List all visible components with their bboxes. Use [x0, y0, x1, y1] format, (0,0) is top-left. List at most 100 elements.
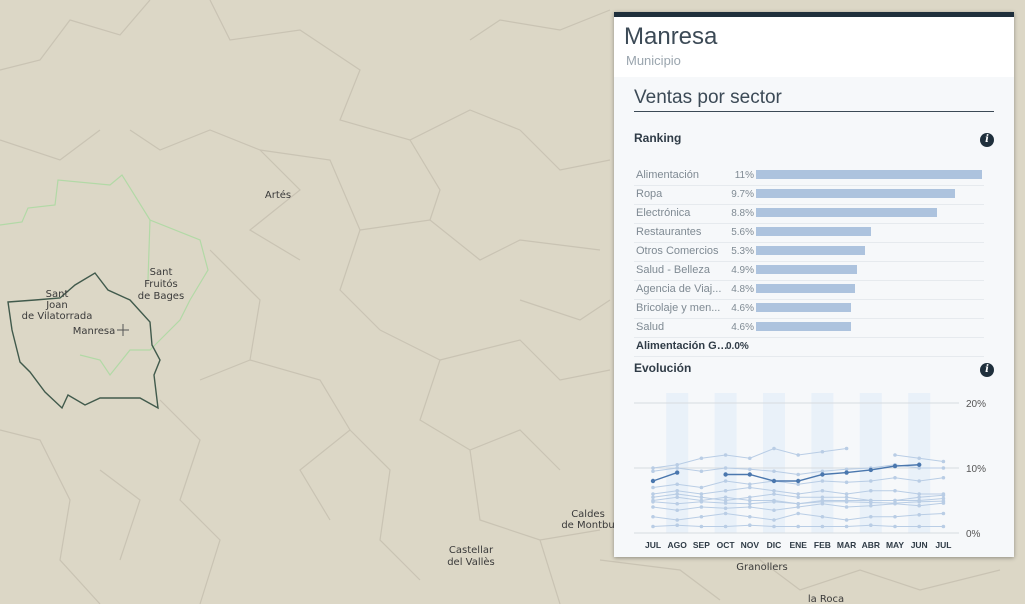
- series-point: [869, 500, 873, 505]
- series-point: [772, 508, 776, 513]
- series-point: [748, 485, 752, 490]
- ranking-value: 0.0%: [726, 341, 749, 352]
- series-point: [941, 466, 946, 470]
- ranking-row[interactable]: Restaurantes 5.6%: [634, 224, 984, 243]
- series-point: [651, 485, 655, 490]
- series-point: [820, 501, 825, 506]
- place-label: de Montbu: [561, 520, 614, 531]
- series-point: [650, 478, 656, 484]
- ranking-label: Alimentación: [636, 169, 699, 181]
- series-point: [844, 492, 849, 496]
- series-point: [893, 488, 897, 493]
- x-tick-label: JUL: [935, 540, 951, 550]
- series-point: [868, 467, 873, 473]
- series-point: [675, 492, 679, 496]
- month-band: [811, 393, 834, 533]
- y-tick-label: 0%: [966, 529, 981, 540]
- series-point: [699, 505, 704, 509]
- series-point: [796, 501, 800, 506]
- x-tick-label: JUN: [911, 540, 928, 550]
- ranking-label: Salud - Belleza: [636, 264, 710, 276]
- series-point: [941, 511, 946, 516]
- series-point: [796, 482, 800, 487]
- series-point: [772, 492, 776, 496]
- series-point: [869, 488, 873, 493]
- region-boundary: [0, 174, 209, 377]
- ranking-row[interactable]: Bricolaje y men... 4.6%: [634, 300, 984, 319]
- ranking-row[interactable]: Agencia de Viaj... 4.8%: [634, 281, 984, 300]
- ranking-row[interactable]: Alimentación 11%: [634, 167, 984, 186]
- ranking-row[interactable]: Ropa 9.7%: [634, 186, 984, 205]
- ranking-bar: [756, 170, 982, 179]
- series-point: [748, 523, 752, 527]
- series-point: [699, 485, 704, 490]
- series-point: [723, 466, 728, 470]
- manresa-outline[interactable]: [7, 272, 161, 410]
- ranking-row[interactable]: Salud - Belleza 4.9%: [634, 262, 984, 281]
- series-point: [748, 456, 752, 461]
- series-point: [820, 472, 825, 477]
- ranking-label: Electrónica: [636, 207, 691, 219]
- x-tick-label: ENE: [789, 540, 807, 550]
- evolution-chart: 20% 10% 0% JUL AGO SEP OCT NOV DIC ENE FEB MAR ABR MA…: [634, 393, 986, 550]
- ranking-value: 4.9%: [731, 265, 754, 276]
- series-point: [723, 501, 728, 505]
- month-band: [859, 393, 882, 533]
- place-label: de Vilatorrada: [22, 311, 93, 322]
- series-point: [772, 500, 776, 504]
- place-label: Joan: [45, 300, 68, 311]
- place-label: Sant: [150, 267, 173, 278]
- series-point: [651, 492, 655, 496]
- series-point: [699, 500, 704, 504]
- ranking-value: 4.8%: [731, 284, 754, 295]
- series-point: [796, 478, 801, 484]
- municipal-boundaries: [0, 0, 1001, 604]
- series-point: [723, 498, 728, 503]
- evolution-info-icon[interactable]: i: [980, 363, 994, 377]
- series-point: [893, 475, 897, 480]
- ranking-info-icon[interactable]: i: [980, 133, 994, 147]
- series-point: [844, 500, 849, 504]
- manresa-marker: [117, 324, 129, 336]
- ranking-row[interactable]: Alimentación Gr... 0.0%: [634, 338, 984, 357]
- place-label: Castellar: [449, 545, 494, 556]
- series-point: [723, 511, 728, 516]
- place-label: Sant: [46, 289, 69, 300]
- panel-header: Manresa Municipio: [614, 17, 1014, 77]
- series-point: [796, 524, 800, 529]
- series-point: [796, 495, 800, 500]
- series-point: [699, 469, 704, 474]
- series-point: [675, 508, 679, 513]
- series-point: [651, 524, 655, 529]
- ranking-label: Agencia de Viaj...: [636, 283, 722, 295]
- x-tick-label: MAR: [837, 540, 856, 550]
- series-point: [675, 462, 679, 467]
- series-point: [699, 492, 704, 496]
- x-tick-label: OCT: [717, 540, 736, 550]
- ranking-row[interactable]: Salud 4.6%: [634, 319, 984, 338]
- ranking-row[interactable]: Otros Comercios 5.3%: [634, 243, 984, 262]
- series-point: [917, 462, 922, 467]
- series-point: [651, 466, 655, 470]
- ranking-row[interactable]: Electrónica 8.8%: [634, 205, 984, 224]
- series-point: [675, 495, 679, 500]
- ranking-bar: [756, 265, 857, 274]
- series-point: [917, 466, 921, 470]
- ranking-list: Alimentación 11% Ropa 9.7% Electrónica 8.8% Re…: [634, 167, 984, 357]
- series-point: [844, 524, 849, 529]
- series-point: [772, 446, 776, 451]
- ranking-label: Salud: [636, 321, 665, 333]
- series-point: [917, 492, 921, 496]
- series-point: [651, 505, 655, 509]
- place-label: Granollers: [736, 562, 787, 573]
- series-point: [675, 466, 679, 470]
- series-point: [796, 472, 800, 477]
- series-point: [917, 456, 921, 461]
- section-title: Ventas por sector: [634, 87, 994, 112]
- series-point: [699, 514, 704, 519]
- place-label: de Bages: [138, 291, 184, 302]
- series-point: [820, 495, 825, 500]
- place-labels: Artés Sant Fruitós de Bages Sant Joan de…: [22, 189, 845, 604]
- ranking-value: 8.8%: [731, 208, 754, 219]
